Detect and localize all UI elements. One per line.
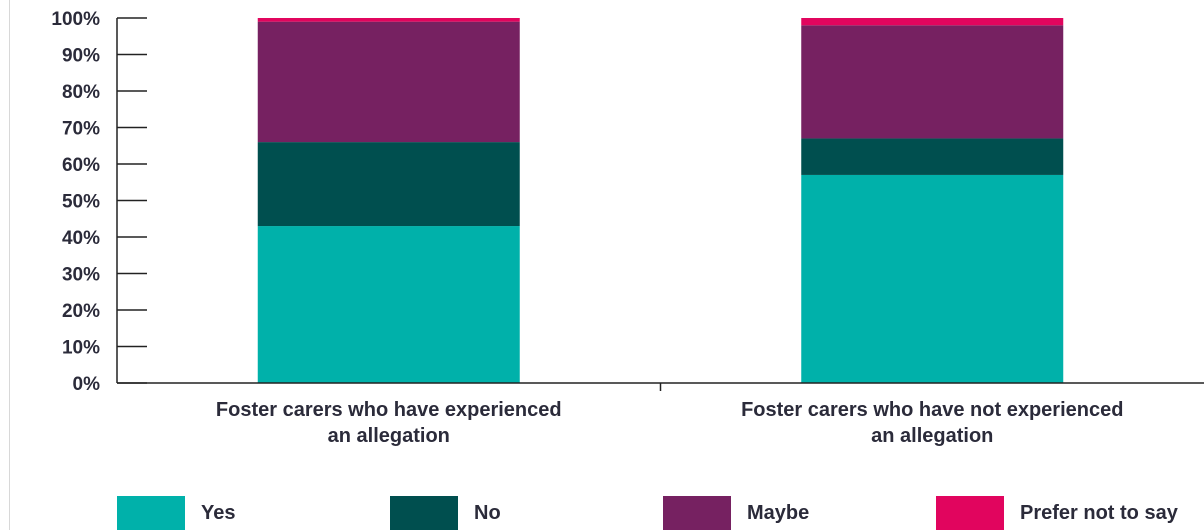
y-tick-label: 20%: [62, 301, 100, 322]
x-category-label: Foster carers who have not experienced: [741, 399, 1123, 421]
y-tick-label: 70%: [62, 119, 100, 140]
x-category-label: Foster carers who have experienced: [216, 399, 562, 421]
legend-item: Yes: [117, 496, 235, 530]
bar-segment-yes: [257, 226, 520, 383]
legend-label: Prefer not to say: [1020, 501, 1178, 524]
y-tick-label: 40%: [62, 228, 100, 249]
frame-left-border: [9, 0, 10, 530]
y-axis: 0% 10% 20% 30% 40% 50% 60% 70% 80% 90% 100%: [51, 9, 147, 395]
bar-segment-no: [801, 138, 1064, 175]
bar-segment-prefer-not-to-say: [257, 18, 520, 22]
y-tick-label: 100%: [51, 9, 100, 30]
legend-swatch: [117, 496, 185, 530]
legend-label: No: [474, 501, 501, 524]
legend-swatch: [390, 496, 458, 530]
legend-label: Maybe: [747, 501, 810, 524]
x-category-label: an allegation: [871, 425, 993, 447]
legend: Yes No Maybe Prefer not to say: [0, 496, 1204, 530]
legend-swatch: [936, 496, 1004, 530]
y-tick-label: 80%: [62, 82, 100, 103]
y-tick-label: 50%: [62, 192, 100, 213]
y-tick-label: 30%: [62, 265, 100, 286]
y-tick-label: 60%: [62, 155, 100, 176]
legend-item: No: [390, 496, 501, 530]
x-axis: Foster carers who have experienced an all…: [117, 382, 1204, 447]
bar-segment-yes: [801, 174, 1064, 383]
stacked-bar-chart: 0% 10% 20% 30% 40% 50% 60% 70% 80% 90% 100% Foster…: [51, 9, 1204, 447]
y-tick-label: 0%: [73, 374, 101, 395]
legend-label: Yes: [201, 501, 236, 524]
x-category-label: an allegation: [328, 425, 450, 447]
legend-item: Prefer not to say: [936, 496, 1178, 530]
bar-segment-prefer-not-to-say: [801, 18, 1064, 26]
bar-segment-maybe: [257, 21, 520, 143]
bar-segment-no: [257, 142, 520, 227]
y-tick-label: 10%: [62, 338, 100, 359]
legend-swatch: [663, 496, 731, 530]
bars: [257, 18, 1064, 383]
legend-item: Maybe: [663, 496, 809, 530]
bar-segment-maybe: [801, 25, 1064, 139]
y-tick-label: 90%: [62, 46, 100, 67]
